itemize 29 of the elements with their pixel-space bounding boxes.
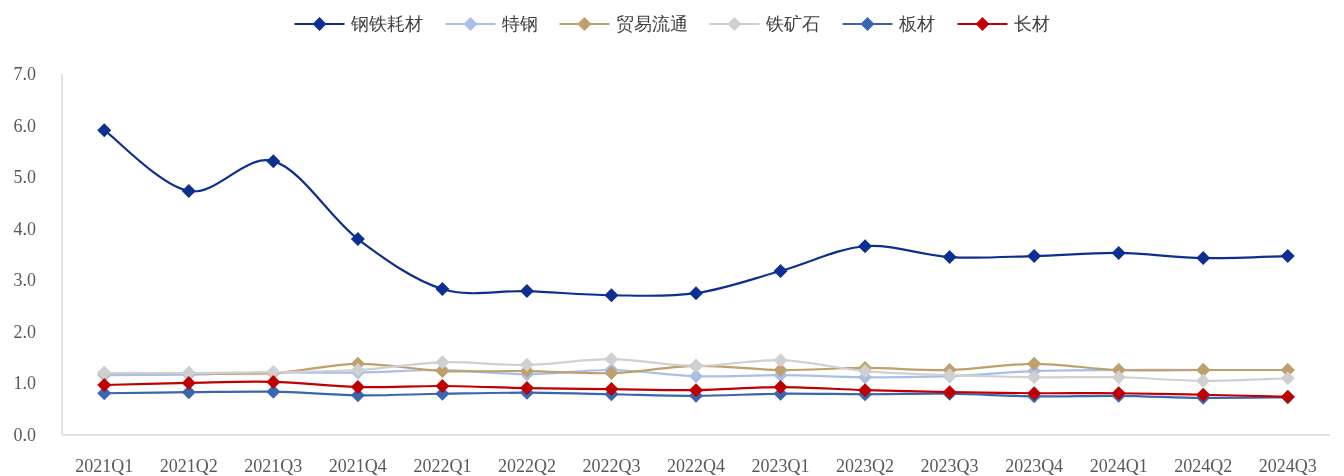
x-tick-label: 2023Q3: [920, 456, 979, 476]
y-tick-label: 5.0: [13, 167, 36, 188]
x-tick-label: 2022Q4: [667, 456, 725, 476]
legend-label: 板材: [897, 14, 935, 34]
x-tick-label: 2023Q1: [751, 456, 810, 476]
y-tick-label: 6.0: [13, 115, 36, 136]
y-tick-label: 2.0: [13, 321, 36, 342]
x-tick-label: 2023Q4: [1005, 456, 1064, 476]
x-tick-label: 2021Q4: [328, 456, 387, 476]
legend-label: 铁矿石: [764, 14, 820, 34]
x-tick-label: 2022Q3: [582, 456, 641, 476]
legend-label: 贸易流通: [615, 14, 688, 34]
x-tick-label: 2022Q2: [497, 456, 556, 476]
y-tick-label: 4.0: [13, 218, 36, 239]
x-tick-label: 2021Q2: [159, 456, 218, 476]
legend-label: 长材: [1013, 14, 1050, 34]
legend-label: 特钢: [501, 14, 538, 34]
x-tick-label: 2022Q1: [413, 456, 472, 476]
x-tick-label: 2024Q1: [1089, 456, 1148, 476]
x-tick-label: 2024Q3: [1258, 456, 1317, 476]
y-tick-label: 3.0: [13, 270, 36, 291]
x-tick-label: 2021Q3: [244, 456, 303, 476]
y-tick-label: 1.0: [13, 373, 36, 394]
x-tick-label: 2023Q2: [836, 456, 895, 476]
legend-label: 钢铁耗材: [349, 14, 423, 34]
y-tick-label: 7.0: [13, 64, 36, 84]
x-tick-label: 2021Q1: [75, 456, 134, 476]
y-tick-label: 0.0: [13, 425, 36, 445]
x-tick-label: 2024Q2: [1174, 456, 1233, 476]
